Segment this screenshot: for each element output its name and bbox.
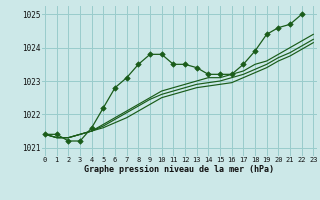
X-axis label: Graphe pression niveau de la mer (hPa): Graphe pression niveau de la mer (hPa) bbox=[84, 165, 274, 174]
